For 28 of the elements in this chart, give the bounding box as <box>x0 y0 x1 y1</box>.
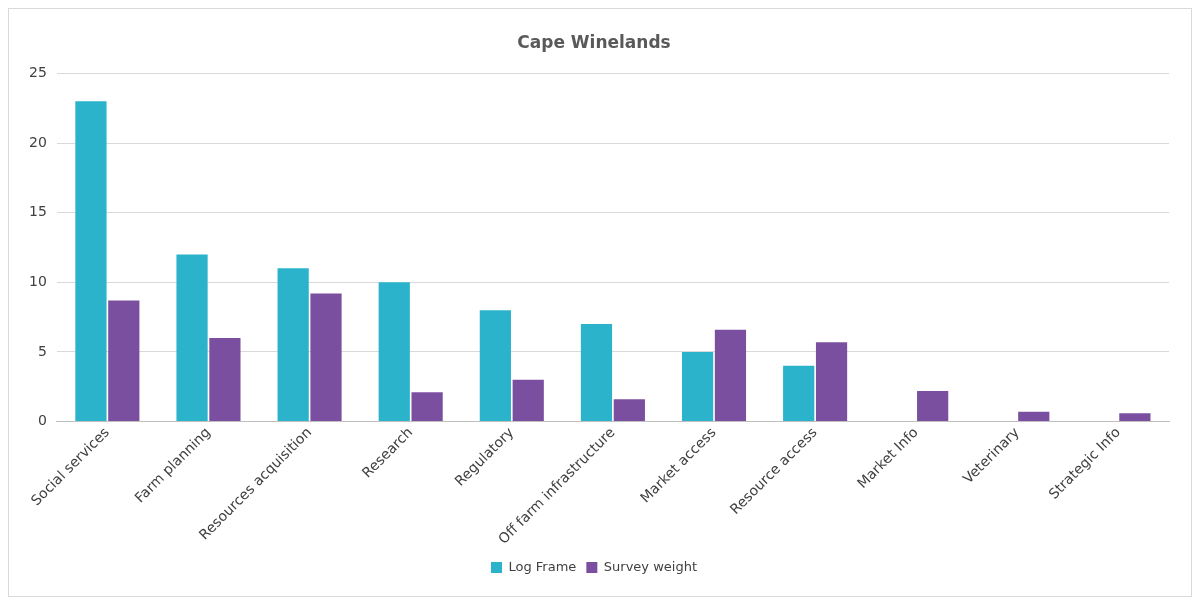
bar <box>209 338 241 422</box>
bar <box>1119 413 1151 422</box>
legend-label: Survey weight <box>603 558 698 574</box>
bar <box>714 329 747 422</box>
y-tick-label: 10 <box>28 272 47 289</box>
bar <box>378 282 410 422</box>
bar <box>176 254 208 422</box>
bar <box>75 101 107 422</box>
y-tick-label: 0 <box>37 412 47 429</box>
legend-label: Log Frame <box>508 558 577 574</box>
y-tick-label: 25 <box>28 64 47 81</box>
bar <box>917 390 949 422</box>
chart-title: Cape Winelands <box>517 31 671 52</box>
bar <box>681 351 714 422</box>
bar <box>1018 411 1050 422</box>
y-tick-label: 5 <box>37 342 47 359</box>
bar <box>310 293 342 422</box>
bar <box>277 268 309 422</box>
y-tick-label: 20 <box>28 133 47 150</box>
bar <box>783 365 815 422</box>
y-tick-label: 15 <box>28 203 47 220</box>
bar <box>580 324 613 422</box>
bar <box>815 342 848 422</box>
bar <box>108 300 140 422</box>
bar <box>411 392 443 422</box>
bar <box>613 399 645 422</box>
bar <box>512 379 544 422</box>
bar <box>479 310 511 422</box>
